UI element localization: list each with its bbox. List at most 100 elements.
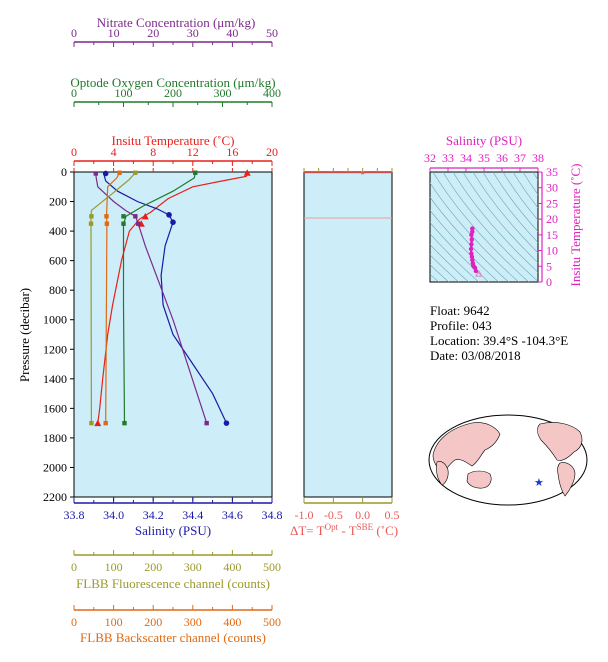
backscatter-tick-label: 400	[223, 615, 241, 629]
ts-point	[469, 242, 474, 247]
ts-outlier-point	[475, 270, 483, 277]
backscatter-axis: 0 100 200 300 400 500 FLBB Backscatter channe…	[71, 605, 281, 645]
oxygen-profile-line	[122, 172, 196, 424]
ts-x-tick-label: 32	[424, 151, 436, 165]
salinity-tick-label: 34.4	[182, 508, 203, 522]
pressure-tick-label: 200	[49, 195, 67, 209]
density-contour	[430, 273, 440, 282]
delta-point	[361, 171, 365, 175]
oxygen-axis: Optode Oxygen Concentration (μm/kg) 0 100…	[70, 75, 281, 107]
density-contour	[430, 209, 500, 282]
fluorescence-marker	[88, 221, 94, 226]
ts-point	[469, 237, 474, 242]
backscatter-axis-label: FLBB Backscatter channel (counts)	[80, 630, 266, 645]
oxygen-axis-label: Optode Oxygen Concentration (μm/kg)	[70, 75, 275, 90]
ts-x-tick-label: 38	[532, 151, 544, 165]
delta-axis: -1.0 -0.5 0.0 0.5	[295, 168, 400, 522]
ts-x-tick-label: 37	[514, 151, 526, 165]
fluorescence-axis: 0 100 200 300 400 500 FLBB Fluorescence chann…	[71, 550, 281, 591]
ts-y-tick-label: 30	[546, 181, 558, 195]
nitrate-marker	[204, 420, 209, 426]
nitrate-tick-label: 50	[266, 26, 278, 40]
map-land-north-america	[537, 422, 583, 461]
ts-y-tick-label: 35	[546, 165, 558, 179]
salinity-tick-label: 33.8	[64, 508, 85, 522]
density-contour	[502, 172, 538, 221]
ts-point	[468, 246, 474, 252]
density-contour	[430, 264, 450, 282]
density-contour	[430, 254, 460, 282]
ts-x-tick-label: 33	[442, 151, 454, 165]
nitrate-axis: Nitrate Concentration (μm/kg) 0 10 20 30 40 5…	[71, 15, 278, 47]
location: Location: 39.4°S -104.3°E	[430, 333, 569, 348]
salinity-marker	[102, 170, 109, 177]
pressure-axis-label: Pressure (decibar)	[17, 288, 32, 382]
nitrate-tick-label: 40	[226, 26, 238, 40]
density-contour	[442, 172, 538, 282]
backscatter-marker	[104, 214, 109, 219]
ts-y-tick-label: 5	[546, 259, 552, 273]
salinity-axis: 33.8 34.0 34.2 34.4 34.6 34.8 Salinity (PSU)	[64, 497, 283, 538]
backscatter-tick-label: 200	[144, 615, 162, 629]
pressure-tick-label: 600	[49, 254, 67, 268]
nitrate-marker	[135, 221, 141, 226]
fluorescence-tick-label: 400	[223, 560, 241, 574]
backscatter-tick-label: 100	[105, 615, 123, 629]
delta-series	[304, 171, 392, 175]
salinity-tick-label: 34.2	[143, 508, 164, 522]
fluorescence-marker	[89, 214, 94, 219]
nitrate-marker	[133, 214, 138, 219]
ts-y-tick-label: 15	[546, 228, 558, 242]
temperature-tick-label: 0	[71, 145, 77, 159]
temperature-tick-label: 8	[150, 145, 156, 159]
profile-number: Profile: 043	[430, 318, 492, 333]
nitrate-tick-label: 0	[71, 26, 77, 40]
pressure-tick-label: 2000	[43, 460, 67, 474]
ts-y-tick-label: 0	[546, 275, 552, 289]
fluorescence-tick-label: 300	[184, 560, 202, 574]
pressure-tick-label: 2200	[43, 490, 67, 504]
backscatter-marker	[103, 420, 108, 426]
temperature-axis: Insitu Temperature (˚C) 0 4 8 12 16 20	[71, 133, 278, 172]
fluorescence-marker	[89, 420, 94, 426]
nitrate-tick-label: 10	[108, 26, 120, 40]
oxygen-tick-label: 300	[214, 86, 232, 100]
ts-y-tick-label: 10	[546, 244, 558, 258]
backscatter-tick-label: 0	[71, 615, 77, 629]
map-land-south-america	[557, 462, 576, 497]
pressure-axis: 0 200 400 600 800 1000 1200 1400 1600 1800 2000 220…	[43, 165, 74, 504]
pressure-tick-label: 1000	[43, 313, 67, 327]
density-contours	[430, 172, 538, 282]
oxygen-tick-label: 0	[71, 86, 77, 100]
ts-point	[469, 232, 474, 238]
ts-x-tick-label: 34	[460, 151, 472, 165]
salinity-marker	[170, 219, 176, 226]
delta-tick-label: 0.0	[355, 508, 370, 522]
density-contour	[430, 221, 490, 282]
delta-tick-label: -0.5	[324, 508, 343, 522]
ts-point	[470, 226, 475, 231]
nitrate-tick-label: 20	[147, 26, 159, 40]
density-contour	[432, 172, 530, 282]
ts-title: Salinity (PSU)	[446, 133, 522, 148]
pressure-tick-label: 400	[49, 224, 67, 238]
map-land-australia	[466, 470, 492, 489]
float-location-marker: ★	[534, 477, 544, 489]
delta-tick-label: 0.5	[385, 508, 400, 522]
float-id: Float: 9642	[430, 303, 490, 318]
density-contour	[430, 233, 480, 282]
oxygen-marker	[122, 420, 127, 426]
density-contour	[512, 172, 538, 209]
ts-point	[473, 268, 479, 274]
backscatter-tick-label: 300	[184, 615, 202, 629]
temperature-marker	[94, 419, 102, 427]
temperature-marker	[243, 169, 251, 176]
fluorescence-tick-label: 200	[144, 560, 162, 574]
ts-y-tick-label: 20	[546, 212, 558, 226]
temperature-profile-line	[97, 172, 248, 424]
backscatter-tick-label: 500	[263, 615, 281, 629]
nitrate-tick-label: 30	[187, 26, 199, 40]
oxygen-marker	[193, 170, 198, 175]
fluorescence-tick-label: 500	[263, 560, 281, 574]
